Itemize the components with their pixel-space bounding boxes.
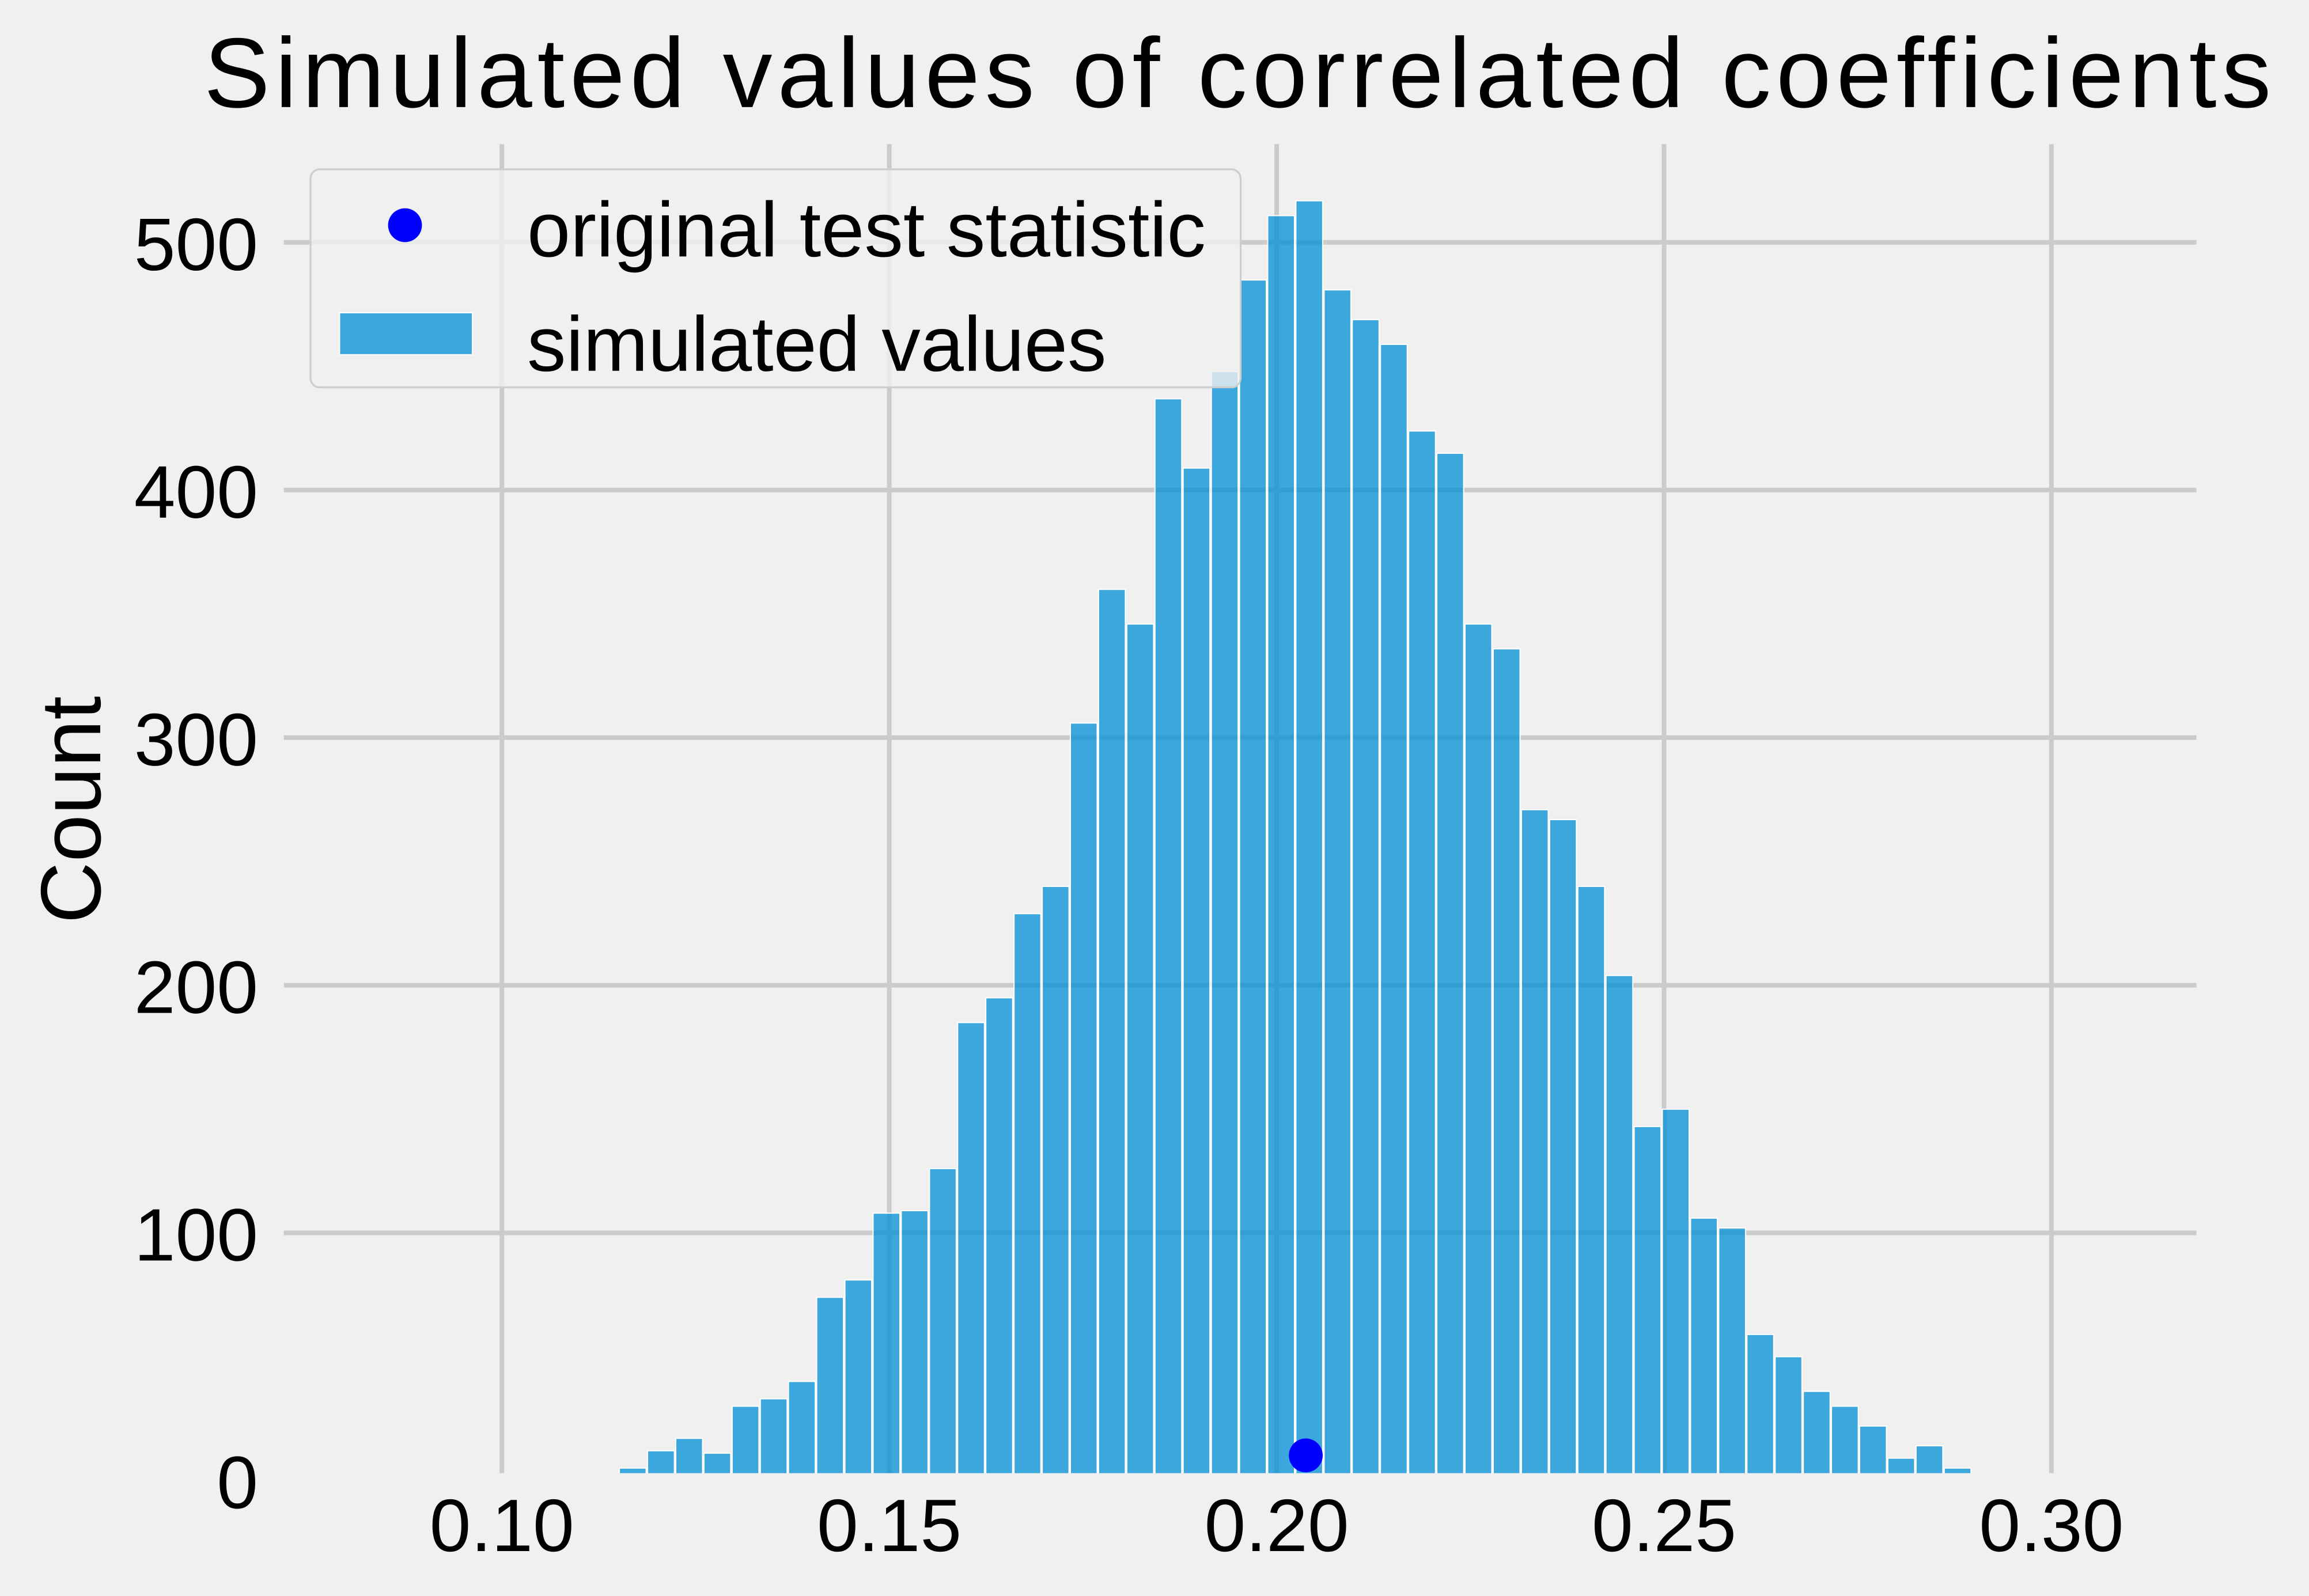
svg-text:original test statistic: original test statistic [527, 186, 1206, 273]
svg-text:0.25: 0.25 [1592, 1484, 1736, 1567]
svg-text:0.10: 0.10 [430, 1484, 574, 1567]
svg-text:simulated values: simulated values [527, 301, 1107, 388]
svg-text:0: 0 [217, 1441, 258, 1524]
svg-text:0.20: 0.20 [1205, 1484, 1349, 1567]
svg-text:Count: Count [24, 696, 119, 924]
svg-text:Simulated values of correlated: Simulated values of correlated coefficie… [204, 18, 2276, 128]
svg-text:200: 200 [134, 946, 258, 1029]
svg-text:500: 500 [134, 203, 258, 286]
svg-text:0.30: 0.30 [1979, 1484, 2123, 1567]
svg-text:100: 100 [134, 1194, 258, 1277]
svg-text:0.15: 0.15 [817, 1484, 962, 1567]
svg-text:400: 400 [134, 451, 258, 534]
svg-text:300: 300 [134, 699, 258, 782]
